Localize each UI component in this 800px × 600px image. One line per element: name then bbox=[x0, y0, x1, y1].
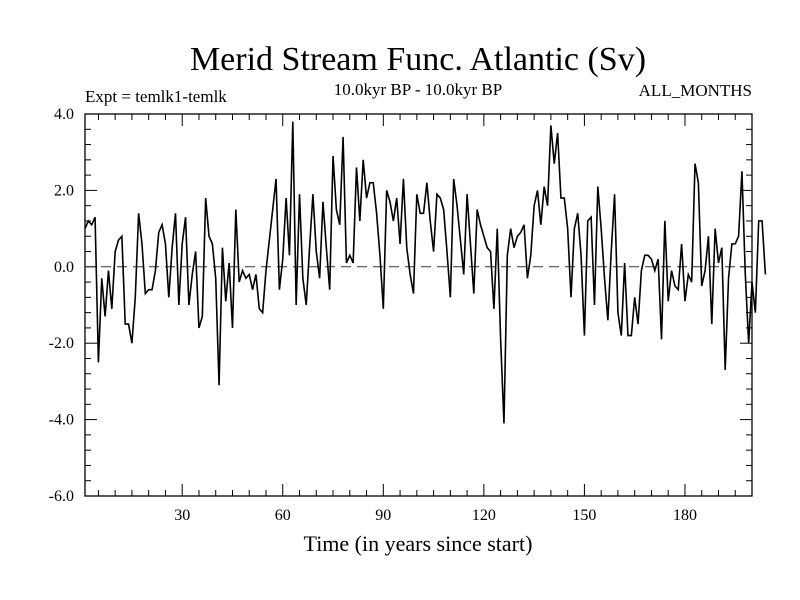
x-tick-label: 180 bbox=[673, 507, 697, 524]
experiment-label: Expt = temlk1-temlk bbox=[85, 87, 227, 106]
chart-title: Merid Stream Func. Atlantic (Sv) bbox=[190, 41, 646, 78]
time-period-label: 10.0kyr BP - 10.0kyr BP bbox=[334, 80, 502, 99]
x-axis-label: Time (in years since start) bbox=[304, 531, 533, 556]
x-tick-label: 150 bbox=[572, 507, 596, 524]
y-tick-label: -4.0 bbox=[49, 412, 74, 429]
x-tick-label: 120 bbox=[472, 507, 496, 524]
plot-area: 30 60 90 120 150 180 4.0 2.0 0.0 -2.0 -4.0 -6.0 bbox=[49, 106, 767, 524]
y-tick-label: 0.0 bbox=[54, 259, 74, 276]
y-tick-label: -2.0 bbox=[49, 335, 74, 352]
series-line bbox=[84, 121, 767, 424]
plot-frame bbox=[84, 113, 753, 497]
y-tick-label: -6.0 bbox=[49, 488, 74, 505]
x-tick-label: 30 bbox=[174, 507, 190, 524]
y-tick-label: 4.0 bbox=[54, 106, 74, 123]
months-label: ALL_MONTHS bbox=[639, 81, 752, 100]
x-tick-label: 60 bbox=[275, 507, 291, 524]
x-tick-label: 90 bbox=[375, 507, 391, 524]
y-tick-label: 2.0 bbox=[54, 182, 74, 199]
